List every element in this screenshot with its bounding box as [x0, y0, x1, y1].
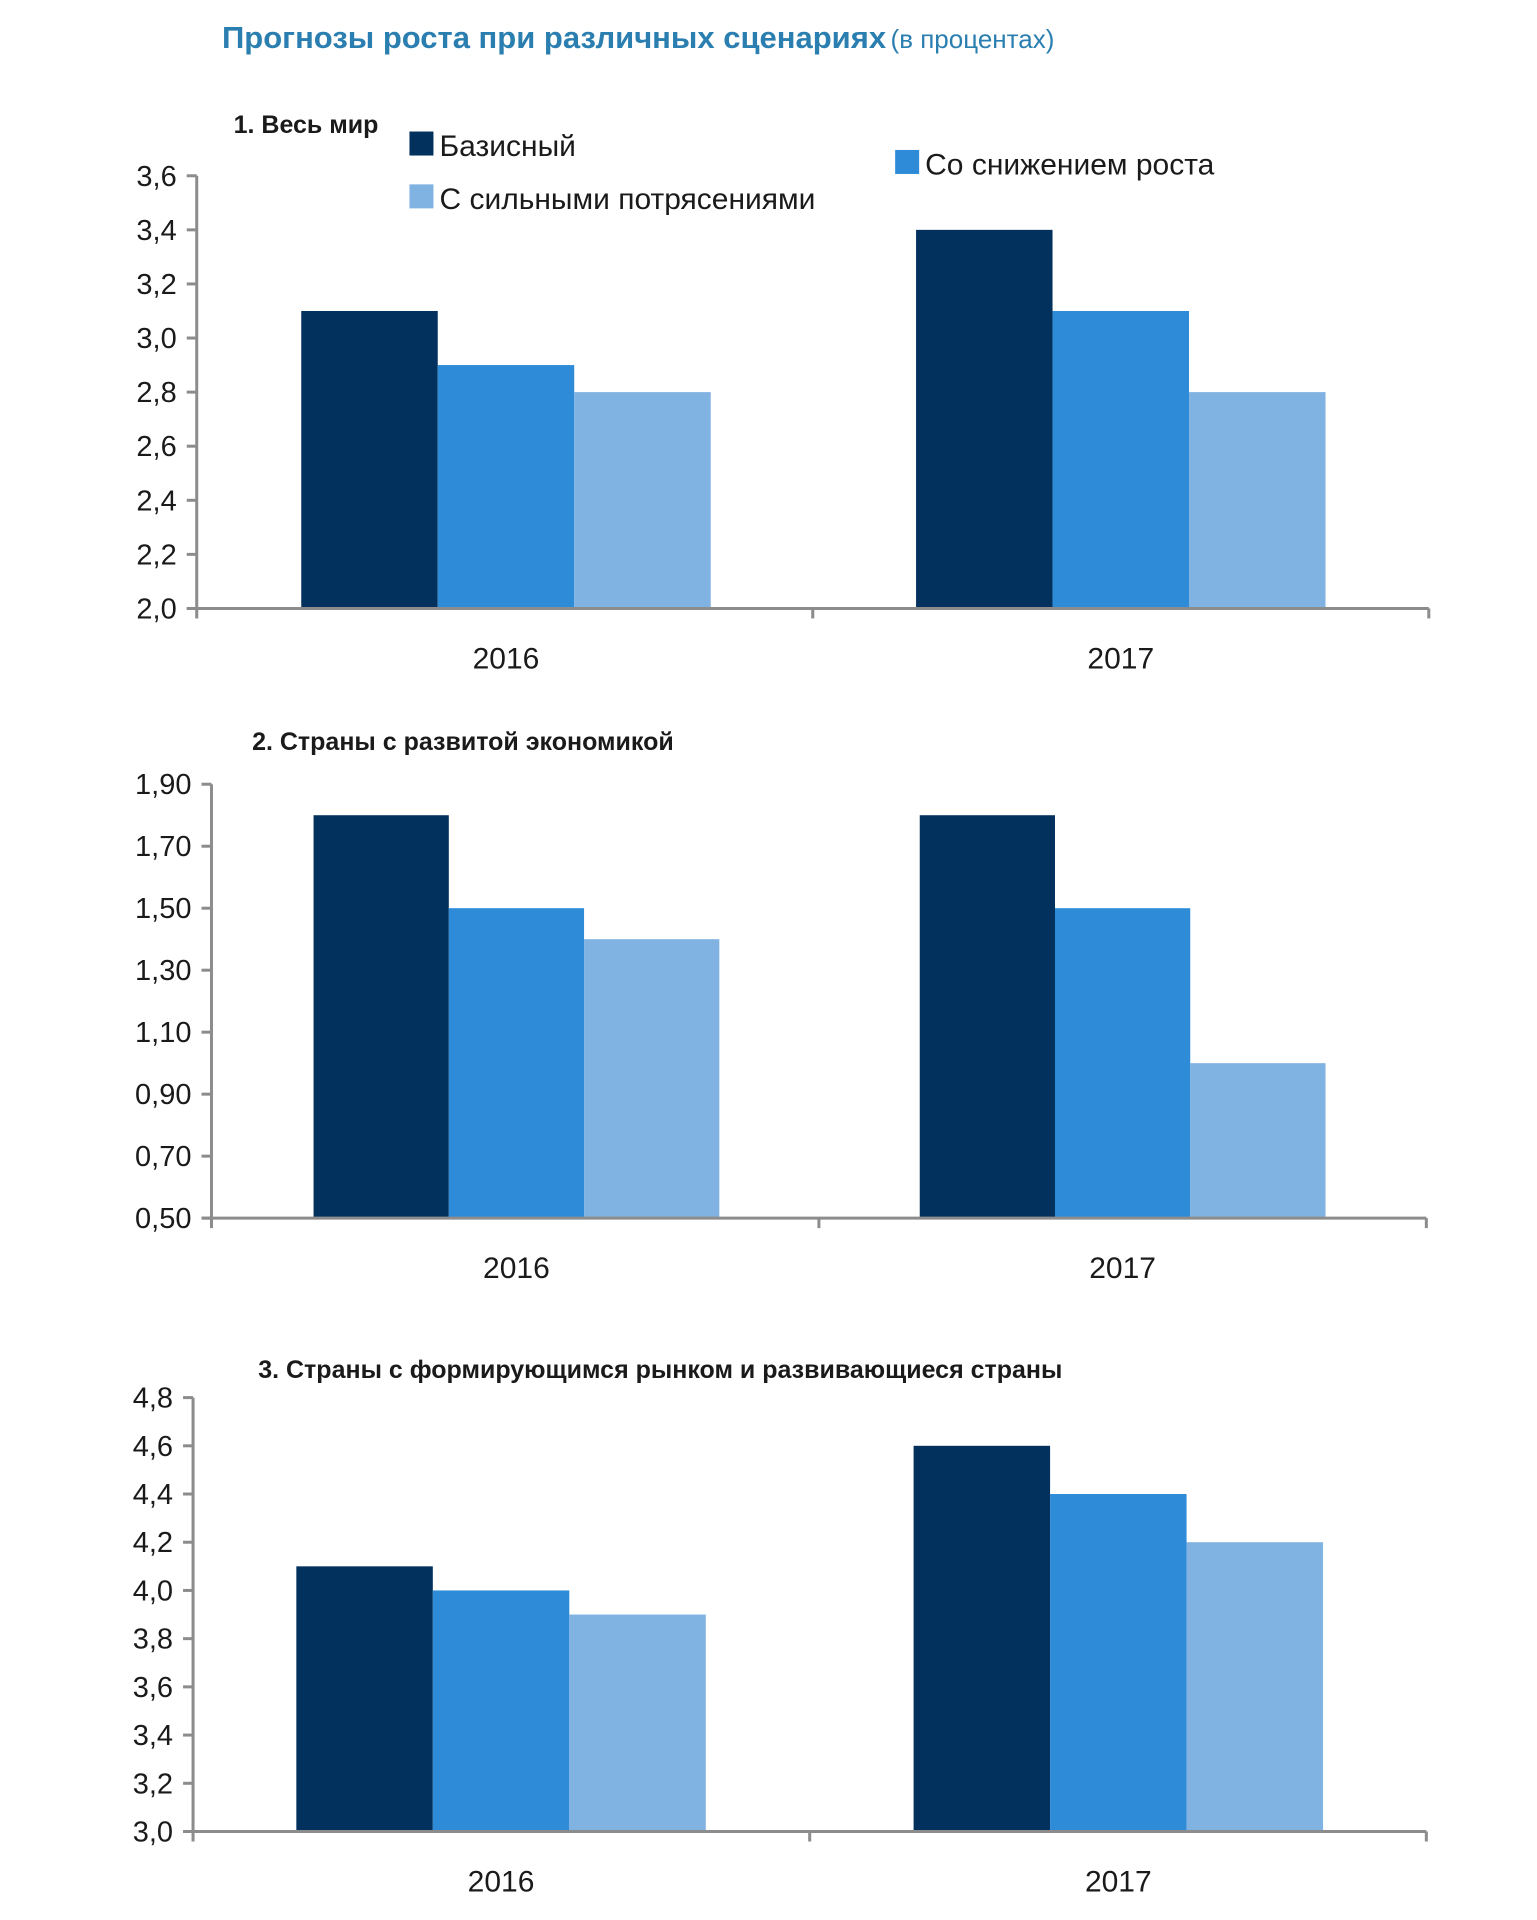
y-tick-label: 4,2	[133, 1527, 173, 1559]
page-title-main: Прогнозы роста при различных сценариях	[222, 20, 887, 55]
bar-2017-slower-growth	[1052, 310, 1190, 609]
legend-swatch	[409, 131, 434, 156]
bar-2016-baseline	[301, 310, 438, 609]
y-tick-label: 1,70	[135, 831, 191, 863]
x-category-label: 2017	[1085, 1865, 1152, 1898]
y-tick-label: 2,8	[136, 377, 176, 409]
chart-title: 1. Весь мир	[234, 111, 379, 139]
y-tick-label: 1,90	[135, 769, 191, 801]
bar-2017-severe-shocks	[1189, 392, 1326, 609]
y-tick-label: 3,2	[136, 269, 176, 301]
y-tick-label: 4,4	[133, 1479, 173, 1511]
y-tick-label: 3,6	[136, 161, 176, 193]
x-category-label: 2016	[468, 1865, 535, 1898]
chart-3: 3. Страны с формирующимся рынком и разви…	[133, 1356, 1428, 1898]
bar-2017-severe-shocks	[1190, 1063, 1326, 1219]
chart-title: 3. Страны с формирующимся рынком и разви…	[258, 1356, 1062, 1384]
y-tick-label: 4,6	[133, 1431, 173, 1463]
x-category-label: 2016	[473, 642, 540, 675]
chart-2: 2. Страны с развитой экономикой 0,50 0,70 0…	[135, 728, 1428, 1285]
y-tick-label: 3,6	[133, 1672, 173, 1704]
y-tick-label: 2,6	[136, 431, 176, 463]
bar-2017-baseline	[913, 1445, 1051, 1832]
y-tick-label: 4,8	[133, 1383, 173, 1415]
y-tick-label: 2,2	[136, 539, 176, 571]
bar-2016-severe-shocks	[574, 392, 711, 609]
y-tick-label: 3,0	[133, 1816, 173, 1848]
legend-swatch	[895, 149, 920, 174]
y-tick-label: 1,10	[135, 1017, 191, 1049]
bar-2017-severe-shocks	[1186, 1542, 1324, 1832]
chart-1: 1. Весь мир 2,0 2,2 2,4 2,6 2,8 3,0 3,2 3,4 3,6 20…	[136, 111, 1431, 675]
legend-label: Со снижением роста	[925, 148, 1215, 181]
legend-label: С сильными потрясениями	[439, 183, 815, 216]
page-title-units: (в процентах)	[890, 24, 1055, 54]
x-category-label: 2017	[1087, 642, 1154, 675]
y-tick-label: 2,0	[136, 593, 176, 625]
bar-2016-severe-shocks	[584, 939, 720, 1219]
bar-2016-slower-growth	[448, 908, 585, 1219]
y-tick-label: 0,70	[135, 1141, 191, 1173]
bar-2016-severe-shocks	[569, 1614, 706, 1832]
bar-2017-baseline	[916, 229, 1053, 609]
y-tick-label: 0,90	[135, 1079, 191, 1111]
bar-2017-baseline	[919, 815, 1055, 1219]
page-title: Прогнозы роста при различных сценариях (…	[222, 20, 1054, 56]
bar-2016-baseline	[296, 1566, 433, 1832]
x-category-label: 2016	[483, 1252, 550, 1285]
legend: Базисный Со снижением роста С сильными пот…	[409, 130, 1215, 216]
bar-2017-slower-growth	[1054, 908, 1191, 1219]
legend-swatch	[409, 184, 434, 209]
y-tick-label: 3,4	[133, 1720, 173, 1752]
chart-title: 2. Страны с развитой экономикой	[252, 728, 674, 756]
y-tick-label: 4,0	[133, 1575, 173, 1607]
y-tick-label: 1,30	[135, 955, 191, 987]
bar-2016-slower-growth	[437, 365, 575, 609]
y-tick-label: 1,50	[135, 893, 191, 925]
legend-label: Базисный	[439, 130, 575, 163]
y-tick-label: 2,4	[136, 485, 176, 517]
y-tick-label: 3,2	[133, 1768, 173, 1800]
bar-2016-baseline	[313, 815, 449, 1219]
y-tick-label: 3,0	[136, 323, 176, 355]
y-tick-label: 0,50	[135, 1203, 191, 1235]
bar-2017-slower-growth	[1050, 1494, 1187, 1832]
y-tick-label: 3,4	[136, 215, 176, 247]
bar-2016-slower-growth	[432, 1590, 570, 1832]
y-tick-label: 3,8	[133, 1624, 173, 1656]
x-category-label: 2017	[1089, 1252, 1156, 1285]
